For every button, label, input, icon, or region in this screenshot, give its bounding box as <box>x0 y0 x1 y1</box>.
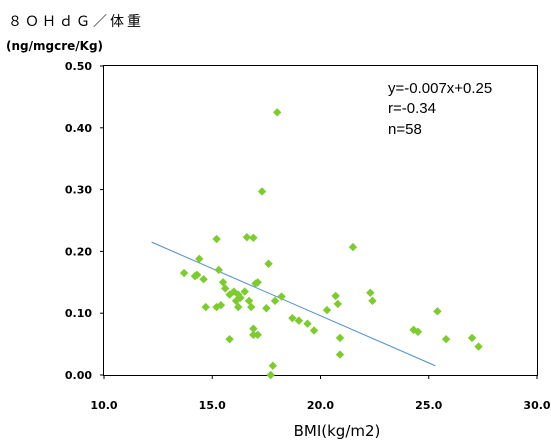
data-point <box>366 288 375 298</box>
data-point <box>333 299 343 309</box>
data-point <box>247 302 256 312</box>
trendline <box>151 241 436 367</box>
data-point <box>240 287 249 296</box>
plot-area-frame <box>103 65 538 376</box>
x-tick-label: 30.0 <box>523 399 550 412</box>
data-point <box>273 108 282 117</box>
data-point <box>264 259 273 268</box>
data-point <box>433 307 442 316</box>
x-ticks: 10.0 15.0 20.0 25.0 30.0 <box>90 375 551 412</box>
x-tick-label: 10.0 <box>90 399 117 412</box>
data-point <box>253 278 262 287</box>
x-tick-label: 25.0 <box>415 399 442 412</box>
data-point <box>335 333 345 343</box>
data-point <box>266 370 275 380</box>
data-point <box>192 270 202 280</box>
data-point <box>335 350 345 359</box>
annotation-n: n=58 <box>388 121 422 138</box>
data-point <box>467 333 477 343</box>
data-point <box>368 296 377 306</box>
data-point <box>262 304 271 313</box>
data-point <box>234 302 243 312</box>
y-axis-label-line2: (ng/mgcre/Kg) <box>6 39 103 53</box>
y-axis-label-line1: ８ＯＨｄＧ／体重 <box>8 14 144 30</box>
trendline-group <box>151 241 436 367</box>
data-point <box>303 319 312 328</box>
x-axis-label: BMI(kg/m2) <box>294 422 381 440</box>
data-point <box>195 254 204 264</box>
data-point <box>242 232 252 242</box>
data-point <box>216 300 226 310</box>
data-point <box>441 334 451 344</box>
y-tick-label: 0.30 <box>65 184 92 197</box>
data-point <box>474 342 483 351</box>
x-tick-label: 20.0 <box>307 399 334 412</box>
data-point <box>179 268 189 278</box>
data-point <box>268 361 278 370</box>
data-point <box>201 302 210 312</box>
data-point <box>212 234 221 244</box>
data-point <box>277 292 286 301</box>
data-point <box>309 326 319 335</box>
data-point <box>257 187 267 196</box>
y-tick-label: 0.10 <box>65 307 92 320</box>
data-point <box>288 313 297 323</box>
data-point <box>253 330 262 340</box>
data-point <box>221 284 230 293</box>
data-point <box>322 305 332 315</box>
annotation-equation: y=-0.007x+0.25 <box>388 80 492 97</box>
data-point <box>249 330 258 340</box>
data-point <box>331 291 340 301</box>
data-point <box>249 233 258 243</box>
data-point <box>225 334 234 344</box>
y-tick-label: 0.50 <box>65 60 92 73</box>
data-point <box>214 265 223 275</box>
x-tick-label: 15.0 <box>199 399 226 412</box>
y-ticks: 0.00 0.10 0.20 0.30 0.40 0.50 <box>65 60 104 382</box>
y-tick-label: 0.20 <box>65 245 92 258</box>
data-point <box>236 293 245 302</box>
data-point <box>249 324 258 333</box>
y-tick-label: 0.00 <box>65 369 92 382</box>
data-point <box>413 327 423 336</box>
data-point <box>294 316 304 325</box>
annotation-r: r=-0.34 <box>388 100 436 117</box>
data-points <box>179 108 483 380</box>
y-tick-label: 0.40 <box>65 122 92 135</box>
data-point <box>348 242 358 252</box>
data-point <box>199 275 208 284</box>
data-point <box>270 296 280 306</box>
